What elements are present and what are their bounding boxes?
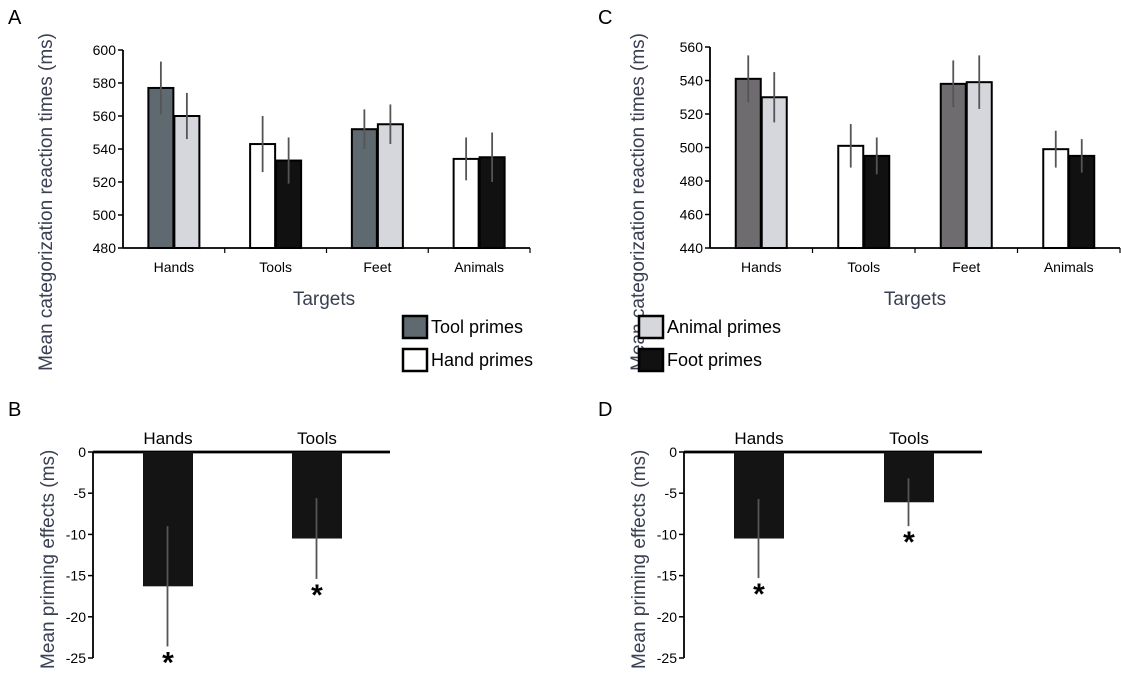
b-significance-hands: *	[162, 646, 174, 675]
a-x-tick-label-tools: Tools	[259, 259, 292, 275]
d-significance-tools: *	[903, 526, 915, 559]
c-x-tick-label-animals: Animals	[1044, 259, 1094, 275]
d-category-label-hands: Hands	[734, 429, 783, 448]
legend: Tool primes Hand primes Animal primes Fo…	[401, 314, 781, 373]
b-y-tick-label: -20	[66, 609, 86, 625]
panel-letter-a: A	[8, 7, 22, 29]
b-y-tick-label: 0	[78, 444, 86, 460]
a-y-tick-label: 520	[93, 174, 117, 190]
legend-swatch-animal-primes	[637, 314, 665, 340]
panel-b-plot: 0 -5 -10 -15 -20 -25 Hands * Tools *	[66, 429, 390, 675]
c-y-tick-label: 540	[680, 73, 704, 89]
panel-b-y-axis-title: Mean priming effects (ms)	[38, 450, 59, 669]
panel-c-y-axis-title: Mean categorization reaction times (ms)	[628, 33, 649, 371]
a-y-tick-label: 600	[93, 42, 117, 58]
panel-d-y-axis-title: Mean priming effects (ms)	[629, 450, 650, 669]
legend-label-tool-primes: Tool primes	[431, 317, 523, 337]
c-y-tick-label: 480	[680, 173, 704, 189]
c-bar-tools-foot-primes	[863, 154, 891, 249]
panel-c-x-axis-title: Targets	[884, 289, 946, 310]
legend-item-foot-primes: Foot primes	[637, 347, 762, 373]
legend-swatch-tool-primes	[401, 314, 429, 340]
b-y-tick-label: -25	[66, 650, 86, 666]
a-x-tick-label-animals: Animals	[454, 259, 504, 275]
panel-d: D Mean priming effects (ms) 0 -5 -10 -15 -20…	[598, 399, 982, 669]
legend-label-foot-primes: Foot primes	[667, 350, 762, 370]
a-y-tick-label: 500	[93, 207, 117, 223]
panel-letter-c: C	[598, 7, 612, 29]
c-y-tick-label: 520	[680, 106, 704, 122]
d-y-tick-label: -15	[657, 568, 677, 584]
panel-letter-b: B	[8, 399, 21, 421]
d-y-tick-label: -25	[657, 650, 677, 666]
panel-letter-d: D	[598, 399, 612, 421]
b-y-tick-label: -15	[66, 568, 86, 584]
c-y-tick-label: 460	[680, 207, 704, 223]
panel-b: B Mean priming effects (ms) 0 -5 -10 -15 -20…	[8, 399, 390, 675]
a-x-tick-label-feet: Feet	[363, 259, 391, 275]
legend-swatch-hand-primes	[401, 347, 429, 373]
legend-item-tool-primes: Tool primes	[401, 314, 523, 340]
d-y-tick-label: -5	[665, 485, 678, 501]
b-y-tick-label: -10	[66, 526, 86, 542]
panel-c: C Mean categorization reaction times (ms…	[598, 7, 1121, 371]
legend-swatch-foot-primes	[637, 347, 665, 373]
d-y-tick-label: -10	[657, 526, 677, 542]
c-y-tick-label: 560	[680, 39, 704, 55]
c-x-tick-label-tools: Tools	[847, 259, 880, 275]
panel-a-x-axis-title: Targets	[293, 289, 355, 310]
legend-label-animal-primes: Animal primes	[667, 317, 781, 337]
a-y-tick-label: 560	[93, 108, 117, 124]
a-y-tick-label: 480	[93, 240, 117, 256]
a-y-tick-label: 580	[93, 75, 117, 91]
b-y-tick-label: -5	[74, 485, 87, 501]
legend-label-hand-primes: Hand primes	[431, 350, 533, 370]
panel-a: A Mean categorization reaction times (ms…	[8, 7, 531, 371]
panel-a-plot: 480 500 520 540 560 580 600 Hands Tools Feet Anima…	[93, 42, 531, 275]
legend-item-animal-primes: Animal primes	[637, 314, 781, 340]
c-x-tick-label-feet: Feet	[952, 259, 980, 275]
d-y-tick-label: 0	[669, 444, 677, 460]
panel-c-plot: 440 460 480 500 520 540 560 Hands Tools Feet Anima…	[680, 39, 1121, 275]
d-significance-hands: *	[753, 578, 765, 611]
a-y-tick-label: 540	[93, 141, 117, 157]
b-significance-tools: *	[311, 579, 323, 612]
panel-d-plot: 0 -5 -10 -15 -20 -25 Hands * Tools *	[657, 429, 982, 666]
c-y-tick-label: 440	[680, 240, 704, 256]
legend-item-hand-primes: Hand primes	[401, 347, 533, 373]
d-category-label-tools: Tools	[889, 429, 929, 448]
a-bar-hands-tool-primes	[147, 86, 175, 249]
panel-a-y-axis-title: Mean categorization reaction times (ms)	[36, 33, 57, 371]
c-x-tick-label-hands: Hands	[741, 259, 781, 275]
b-category-label-hands: Hands	[143, 429, 192, 448]
c-y-tick-label: 500	[680, 140, 704, 156]
c-bar-hands-tool-primes	[734, 77, 762, 249]
b-category-label-tools: Tools	[297, 429, 337, 448]
d-y-tick-label: -20	[657, 609, 677, 625]
c-bar-feet-tool-primes	[939, 82, 967, 249]
a-x-tick-label-hands: Hands	[154, 259, 194, 275]
